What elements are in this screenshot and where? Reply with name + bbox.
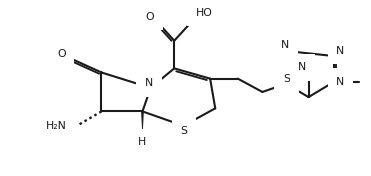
Text: S: S [283, 74, 290, 84]
Text: N: N [281, 40, 289, 51]
Text: S: S [181, 126, 188, 136]
Text: O: O [145, 12, 154, 22]
Text: H: H [138, 137, 147, 147]
Text: N: N [336, 77, 345, 87]
Text: H₂N: H₂N [46, 121, 67, 131]
Text: N: N [336, 46, 345, 56]
Text: O: O [57, 49, 66, 59]
Text: N: N [145, 78, 153, 88]
Text: HO: HO [196, 8, 213, 18]
Text: N: N [298, 62, 306, 72]
Polygon shape [141, 111, 144, 137]
